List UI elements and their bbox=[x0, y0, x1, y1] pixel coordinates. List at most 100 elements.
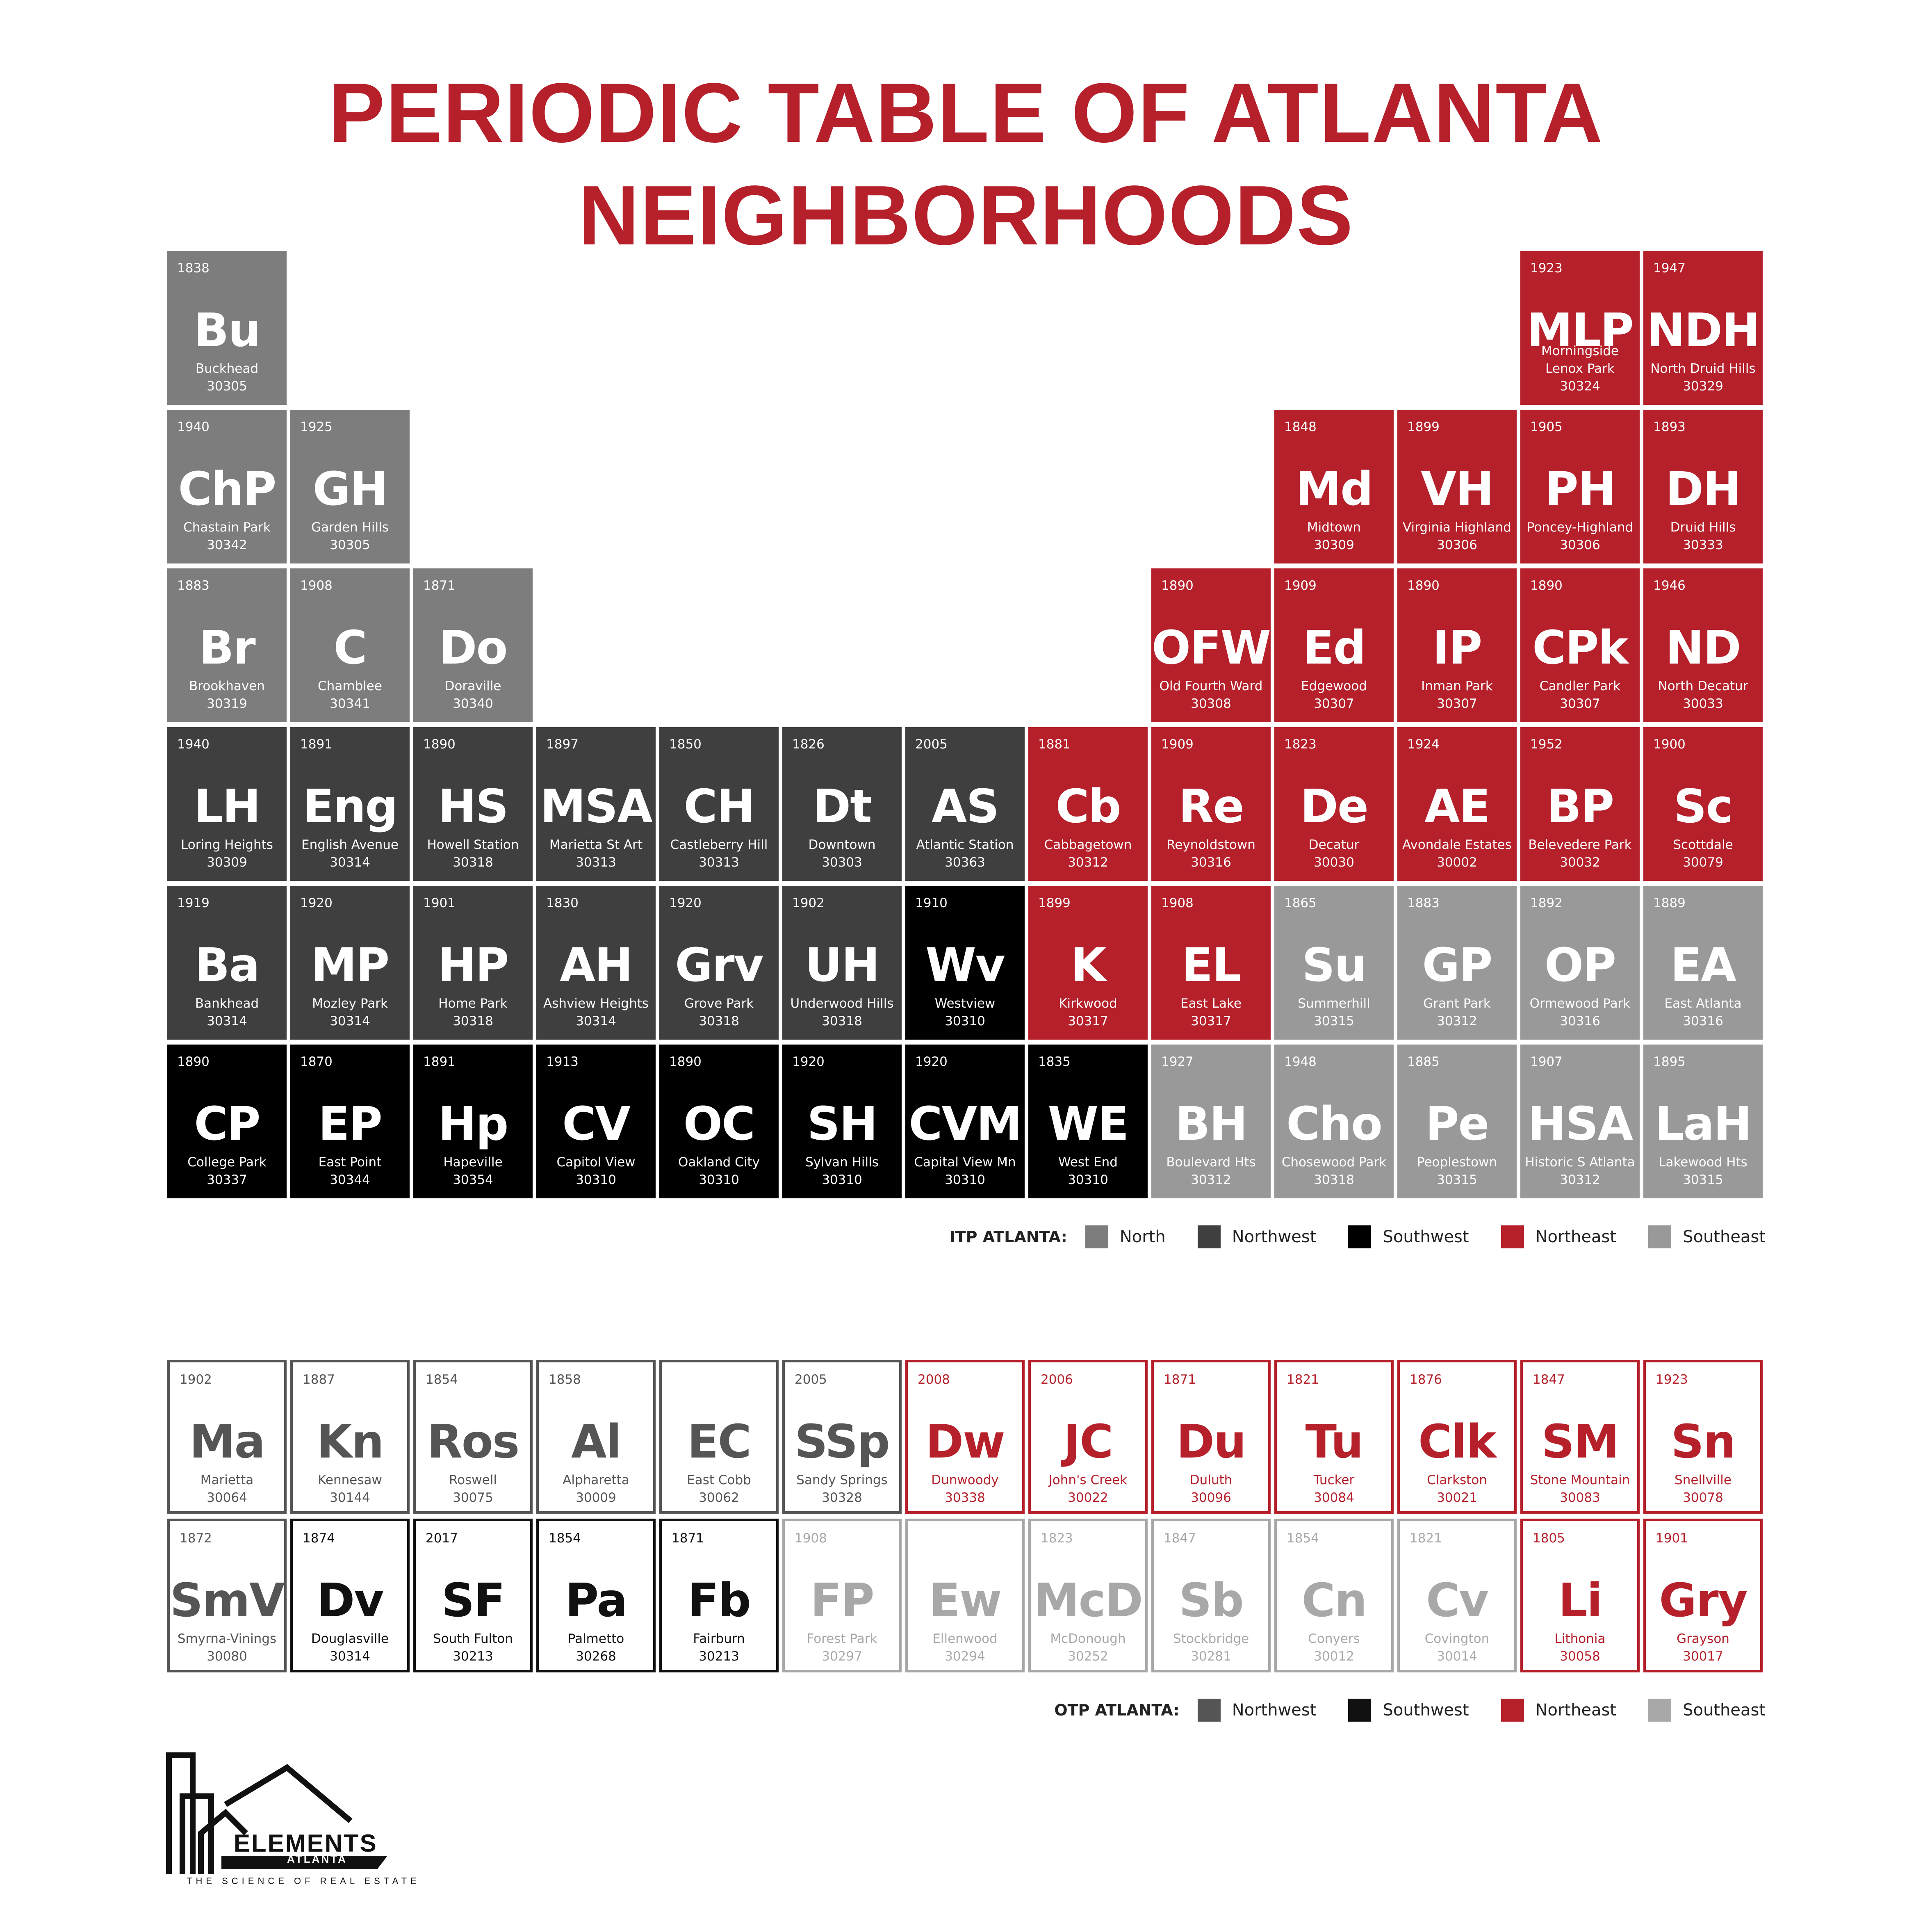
element-year: 1925 bbox=[300, 420, 333, 434]
element-tile-ndh: 1947 NDH North Druid Hills 30329 bbox=[1643, 251, 1763, 405]
element-name: Historic S Atlanta bbox=[1525, 1155, 1635, 1170]
element-tile-chp: 1940 ChP Chastain Park 30342 bbox=[167, 410, 287, 563]
element-tile-clk: 1876 Clk Clarkston 30021 bbox=[1397, 1360, 1517, 1514]
element-tile-ed: 1909 Ed Edgewood 30307 bbox=[1274, 568, 1394, 722]
element-name: Avondale Estates bbox=[1402, 837, 1512, 852]
element-tile-dw: 2008 Dw Dunwoody 30338 bbox=[905, 1360, 1025, 1514]
legend-label: Southwest bbox=[1383, 1227, 1469, 1246]
element-year: 1835 bbox=[1038, 1054, 1071, 1069]
element-symbol: AS bbox=[931, 780, 999, 833]
element-year: 1854 bbox=[1287, 1531, 1319, 1546]
element-tile-cv: 1913 CV Capitol View 30310 bbox=[536, 1045, 656, 1198]
element-symbol: Md bbox=[1295, 463, 1374, 516]
element-tile-md: 1848 Md Midtown 30309 bbox=[1274, 410, 1394, 563]
element-zip: 30080 bbox=[207, 1649, 247, 1664]
element-year: 1905 bbox=[1530, 420, 1563, 434]
element-zip: 30303 bbox=[822, 855, 862, 870]
element-zip: 30316 bbox=[1683, 1014, 1723, 1029]
element-name: McDonough bbox=[1050, 1631, 1126, 1646]
element-name: North Druid Hills bbox=[1650, 361, 1756, 376]
element-tile-bu: 1838 Bu Buckhead 30305 bbox=[167, 251, 287, 405]
element-name: Westview bbox=[934, 996, 996, 1011]
element-tile-gh: 1925 GH Garden Hills 30305 bbox=[290, 410, 410, 563]
element-tile-hp: 1901 HP Home Park 30318 bbox=[413, 886, 533, 1040]
logo-subtitle: ATLANTA bbox=[287, 1853, 347, 1865]
element-zip: 30316 bbox=[1191, 855, 1231, 870]
element-name: Lithonia bbox=[1554, 1631, 1606, 1646]
element-name: Boulevard Hts bbox=[1166, 1155, 1256, 1170]
element-zip: 30310 bbox=[576, 1172, 616, 1187]
element-symbol: GH bbox=[312, 463, 388, 516]
element-symbol: UH bbox=[805, 939, 880, 992]
element-year: 1823 bbox=[1284, 737, 1317, 752]
element-name: Virginia Highland bbox=[1403, 520, 1511, 535]
legend-label: Northeast bbox=[1535, 1701, 1617, 1720]
element-zip: 30252 bbox=[1068, 1649, 1108, 1664]
element-zip: 30058 bbox=[1560, 1649, 1600, 1664]
element-symbol: McD bbox=[1034, 1574, 1143, 1627]
legend-swatch bbox=[1648, 1225, 1672, 1248]
element-name: North Decatur bbox=[1658, 679, 1748, 693]
element-tile-pe: 1885 Pe Peoplestown 30315 bbox=[1397, 1045, 1517, 1198]
element-symbol: C bbox=[333, 621, 367, 675]
element-symbol: Cho bbox=[1286, 1097, 1383, 1151]
element-zip: 30328 bbox=[822, 1490, 862, 1505]
element-symbol: SH bbox=[807, 1097, 877, 1151]
element-year: 1850 bbox=[669, 737, 702, 752]
element-tile-cvm: 1920 CVM Capital View Mn 30310 bbox=[905, 1045, 1025, 1198]
element-tile-ep: 1870 EP East Point 30344 bbox=[290, 1045, 410, 1198]
element-tile-su: 1865 Su Summerhill 30315 bbox=[1274, 886, 1394, 1040]
element-zip: 30315 bbox=[1437, 1172, 1477, 1187]
element-symbol: Br bbox=[199, 621, 256, 675]
element-zip: 30363 bbox=[945, 855, 985, 870]
element-tile-ph: 1905 PH Poncey-Highland 30306 bbox=[1520, 410, 1640, 563]
element-name: Inman Park bbox=[1421, 679, 1493, 693]
element-symbol: LaH bbox=[1655, 1097, 1752, 1151]
element-symbol: VH bbox=[1421, 463, 1494, 516]
legend-item-north: North bbox=[1085, 1225, 1198, 1248]
element-name: Conyers bbox=[1308, 1631, 1360, 1646]
element-tile-we: 1835 WE West End 30310 bbox=[1028, 1045, 1148, 1198]
element-zip: 30342 bbox=[207, 538, 247, 552]
element-symbol: OFW bbox=[1151, 621, 1271, 675]
element-year: 2005 bbox=[915, 737, 948, 752]
element-symbol: BH bbox=[1175, 1097, 1248, 1151]
element-symbol: Sb bbox=[1179, 1574, 1244, 1627]
element-year: 1947 bbox=[1653, 261, 1686, 276]
element-symbol: Ros bbox=[427, 1415, 520, 1469]
element-zip: 30310 bbox=[1068, 1172, 1108, 1187]
legend-label: Northeast bbox=[1535, 1227, 1617, 1246]
element-year: 1900 bbox=[1653, 737, 1686, 752]
element-symbol: CPk bbox=[1532, 621, 1629, 675]
element-name: Chamblee bbox=[318, 679, 382, 693]
element-zip: 30078 bbox=[1683, 1490, 1723, 1505]
element-name: East Point bbox=[318, 1155, 382, 1170]
element-tile-gry: 1901 Gry Grayson 30017 bbox=[1643, 1519, 1763, 1672]
legend-swatch bbox=[1197, 1225, 1221, 1248]
legend-label: Northwest bbox=[1232, 1701, 1317, 1720]
element-name: John's Creek bbox=[1048, 1473, 1128, 1487]
element-name: Buckhead bbox=[195, 361, 259, 376]
element-year: 1890 bbox=[423, 737, 456, 752]
element-name: College Park bbox=[187, 1155, 267, 1170]
element-tile-sf: 2017 SF South Fulton 30213 bbox=[413, 1519, 533, 1672]
element-name: Grant Park bbox=[1423, 996, 1491, 1011]
element-zip: 30338 bbox=[945, 1490, 985, 1505]
element-tile-vh: 1899 VH Virginia Highland 30306 bbox=[1397, 410, 1517, 563]
element-symbol: AH bbox=[560, 939, 633, 992]
element-year: 1899 bbox=[1407, 420, 1440, 434]
element-year: 1924 bbox=[1407, 737, 1440, 752]
element-symbol: EC bbox=[687, 1415, 752, 1469]
element-zip: 30033 bbox=[1683, 696, 1723, 711]
element-zip: 30017 bbox=[1683, 1649, 1723, 1664]
element-symbol: ChP bbox=[178, 463, 276, 516]
element-tile-bh: 1927 BH Boulevard Hts 30312 bbox=[1151, 1045, 1271, 1198]
element-symbol: EL bbox=[1181, 939, 1242, 992]
element-name: Druid Hills bbox=[1670, 520, 1736, 535]
element-tile-jc: 2006 JC John's Creek 30022 bbox=[1028, 1360, 1148, 1514]
element-zip: 30012 bbox=[1314, 1649, 1354, 1664]
element-zip: 30315 bbox=[1683, 1172, 1723, 1187]
legend-label: North bbox=[1119, 1227, 1166, 1246]
element-name: Garden Hills bbox=[311, 520, 389, 535]
element-symbol: EP bbox=[318, 1097, 383, 1151]
